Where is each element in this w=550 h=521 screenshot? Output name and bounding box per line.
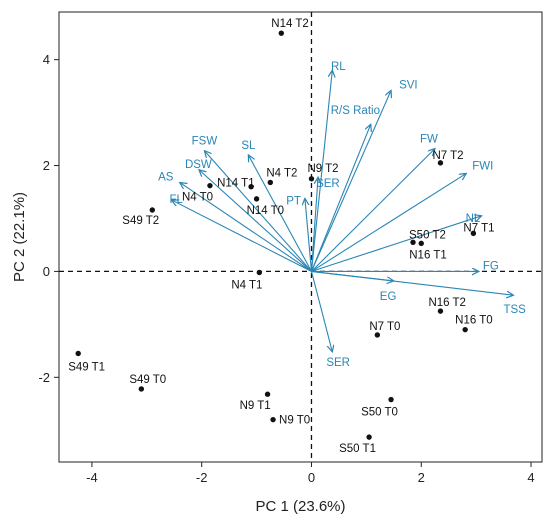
- score-point: [138, 386, 145, 392]
- x-tick-label: 0: [308, 470, 315, 485]
- x-tick-label: 4: [527, 470, 534, 485]
- loading-vector-label: R/S Ratio: [331, 105, 380, 117]
- loading-vector: [310, 70, 332, 272]
- score-point-label: N7 T0: [369, 321, 400, 333]
- score-point-label: N16 T1: [409, 249, 447, 261]
- score-point-label: S49 T0: [129, 374, 166, 386]
- loading-vector-label: TSS: [503, 304, 526, 316]
- loading-vector: [199, 170, 312, 272]
- y-axis-title: PC 2 (22.1%): [11, 192, 28, 282]
- score-point: [253, 196, 260, 202]
- loading-vector-label: FSW: [192, 136, 218, 148]
- loading-vector-label: AS: [158, 171, 174, 183]
- loading-vector-label: SER: [326, 357, 350, 369]
- score-point: [207, 182, 213, 189]
- score-point-label: N9 T0: [279, 415, 310, 427]
- y-tick-label: 4: [43, 52, 50, 67]
- score-point-label: N7 T2: [432, 150, 463, 162]
- score-point: [75, 350, 81, 357]
- loading-vector-label: FL: [170, 194, 184, 206]
- loading-vector-label: EG: [380, 291, 397, 303]
- score-point-label: N4 T1: [231, 279, 262, 291]
- score-point-label: N9 T2: [307, 163, 338, 175]
- loading-vector: [305, 198, 313, 272]
- loading-vector-label: FWI: [472, 160, 493, 172]
- score-point-label: S50 T0: [361, 407, 398, 419]
- x-tick-label: -2: [196, 470, 208, 485]
- score-point: [264, 391, 271, 397]
- score-point-label: N9 T1: [240, 400, 271, 412]
- loading-vector: [172, 200, 312, 272]
- score-point: [149, 207, 156, 213]
- score-point: [374, 332, 381, 338]
- loading-vector: [310, 90, 391, 272]
- loading-vector: [310, 124, 370, 272]
- score-point: [366, 434, 372, 440]
- loading-vector: [310, 177, 318, 272]
- loading-vector-label: DSW: [185, 159, 212, 171]
- score-point: [410, 239, 416, 245]
- loading-vector: [248, 155, 312, 272]
- score-point: [470, 230, 477, 236]
- score-point-label: N14 T0: [247, 205, 285, 217]
- score-point-label: N4 T2: [266, 167, 297, 179]
- loading-vector: [311, 173, 466, 272]
- loading-vector: [311, 270, 393, 281]
- score-point: [256, 269, 263, 276]
- loading-vector: [180, 182, 312, 272]
- loading-vector: [204, 151, 312, 272]
- x-axis-title: PC 1 (23.6%): [255, 498, 345, 515]
- score-point: [388, 396, 394, 403]
- y-tick-label: 2: [43, 158, 50, 173]
- loading-vector-label: SVI: [399, 79, 418, 91]
- y-tick-label: -2: [38, 370, 50, 385]
- score-point-label: N7 T1: [463, 222, 494, 234]
- score-point-label: N16 T2: [428, 297, 466, 309]
- loading-vector: [310, 271, 332, 351]
- loading-vector-label: SER: [316, 178, 340, 190]
- loading-vector-label: FW: [420, 134, 438, 146]
- loading-vector-label: SL: [241, 140, 256, 152]
- loading-vector-label: PT: [286, 195, 301, 207]
- loading-vector: [311, 216, 481, 272]
- score-point-label: S49 T1: [68, 361, 105, 373]
- x-tick-label: 2: [418, 470, 425, 485]
- x-tick-label: -4: [86, 470, 98, 485]
- y-tick-label: 0: [43, 264, 50, 279]
- score-point: [308, 176, 315, 182]
- score-point: [267, 179, 274, 186]
- loading-vector-label: NL: [466, 213, 481, 225]
- score-point-label: N4 T0: [182, 192, 213, 204]
- score-point: [437, 308, 444, 314]
- loading-vector: [311, 149, 434, 272]
- score-point: [278, 30, 284, 36]
- loading-vector-label: FG: [483, 260, 499, 272]
- plot-frame: [58, 11, 543, 463]
- score-point: [248, 184, 254, 190]
- score-point: [437, 160, 444, 166]
- score-point-label: S49 T2: [122, 215, 159, 227]
- score-point-label: N16 T0: [455, 315, 493, 327]
- score-point-label: N14 T1: [217, 178, 255, 190]
- score-point-label: S50 T2: [409, 229, 446, 241]
- loading-vector-label: RL: [331, 61, 346, 73]
- score-point-label: S50 T1: [339, 443, 376, 455]
- score-point: [270, 416, 276, 423]
- score-point: [418, 240, 424, 247]
- score-point: [462, 326, 468, 333]
- score-point-label: N14 T2: [271, 18, 309, 30]
